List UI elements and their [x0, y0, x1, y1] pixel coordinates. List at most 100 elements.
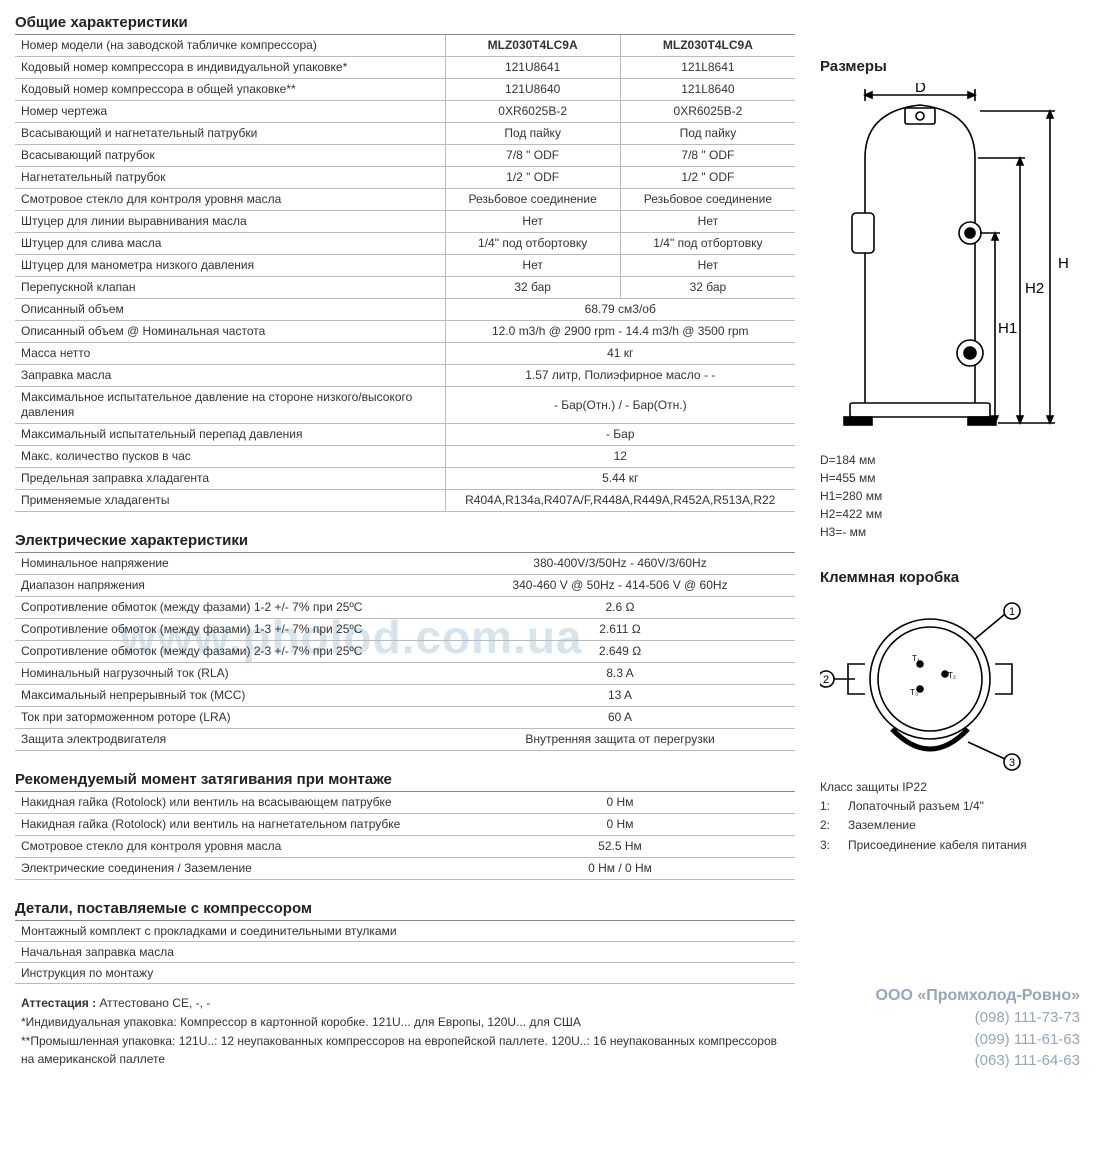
attestation-label: Аттестация : — [21, 996, 96, 1010]
spec-label: Описанный объем — [15, 299, 445, 321]
spec-label: Номер чертежа — [15, 101, 445, 123]
spec-value: Резьбовое соединение — [445, 189, 620, 211]
spec-label: Электрические соединения / Заземление — [15, 858, 445, 880]
spec-value: 7/8 " ODF — [445, 145, 620, 167]
spec-value: 12 — [445, 446, 795, 468]
spec-value: Нет — [620, 255, 795, 277]
spec-label: Макс. количество пусков в час — [15, 446, 445, 468]
spec-value: 32 бар — [445, 277, 620, 299]
footnote-1: *Индивидуальная упаковка: Компрессор в к… — [21, 1013, 789, 1031]
legend-row: 3:Присоединение кабеля питания — [820, 836, 1085, 855]
spec-label: Смотровое стекло для контроля уровня мас… — [15, 836, 445, 858]
spec-value: 0 Нм / 0 Нм — [445, 858, 795, 880]
spec-label: Номинальный нагрузочный ток (RLA) — [15, 663, 445, 685]
spec-value: 60 A — [445, 707, 795, 729]
spec-value: Нет — [620, 211, 795, 233]
spec-value: 5.44 кг — [445, 468, 795, 490]
spec-label: Кодовый номер компрессора в общей упаков… — [15, 79, 445, 101]
spec-value: 8.3 A — [445, 663, 795, 685]
spec-value: Нет — [445, 211, 620, 233]
ip-class: Класс защиты IP22 — [820, 778, 1085, 797]
legend-text: Заземление — [848, 816, 916, 835]
dimension-value: H2=422 мм — [820, 505, 1085, 523]
attestation-value: Аттестовано CE, -, - — [99, 996, 210, 1010]
svg-text:T₂: T₂ — [948, 671, 956, 680]
section-title-torque: Рекомендуемый момент затягивания при мон… — [15, 765, 795, 792]
legend-number: 1: — [820, 797, 848, 816]
dimension-value: H1=280 мм — [820, 487, 1085, 505]
legend-row: 2:Заземление — [820, 816, 1085, 835]
spec-label: Сопротивление обмоток (между фазами) 1-2… — [15, 597, 445, 619]
svg-text:1: 1 — [1009, 606, 1015, 618]
spec-label: Смотровое стекло для контроля уровня мас… — [15, 189, 445, 211]
electrical-table: Номинальное напряжение380-400V/3/50Hz - … — [15, 553, 795, 751]
terminal-box-legend: Класс защиты IP22 1:Лопаточный разъем 1/… — [820, 778, 1085, 855]
spec-label: Номинальное напряжение — [15, 553, 445, 575]
spec-value: 13 A — [445, 685, 795, 707]
spec-value: 1/2 " ODF — [620, 167, 795, 189]
spec-value: 0 Нм — [445, 792, 795, 814]
spec-label: Ток при заторможенном роторе (LRA) — [15, 707, 445, 729]
dimension-values: D=184 ммH=455 ммH1=280 ммH2=422 ммH3=- м… — [820, 451, 1085, 541]
spec-value: 2.6 Ω — [445, 597, 795, 619]
spec-label: Описанный объем @ Номинальная частота — [15, 321, 445, 343]
svg-text:2: 2 — [823, 674, 829, 686]
spec-value: 1/2 " ODF — [445, 167, 620, 189]
spec-value: 0 Нм — [445, 814, 795, 836]
legend-number: 2: — [820, 816, 848, 835]
svg-text:H1: H1 — [998, 320, 1017, 337]
dimension-value: H=455 мм — [820, 469, 1085, 487]
spec-label: Номер модели (на заводской табличке комп… — [15, 35, 445, 57]
spec-value: 0XR6025B-2 — [620, 101, 795, 123]
torque-table: Накидная гайка (Rotolock) или вентиль на… — [15, 792, 795, 880]
spec-label: Заправка масла — [15, 365, 445, 387]
spec-value: - Бар — [445, 424, 795, 446]
spec-value: 12.0 m3/h @ 2900 rpm - 14.4 m3/h @ 3500 … — [445, 321, 795, 343]
spec-value: 32 бар — [620, 277, 795, 299]
spec-value: 340-460 V @ 50Hz - 414-506 V @ 60Hz — [445, 575, 795, 597]
svg-text:T₃: T₃ — [910, 688, 918, 697]
spec-label: Предельная заправка хладагента — [15, 468, 445, 490]
spec-value: 121L8641 — [620, 57, 795, 79]
terminal-box-title: Клеммная коробка — [820, 569, 1085, 586]
spec-value: Под пайку — [445, 123, 620, 145]
spec-label: Сопротивление обмоток (между фазами) 2-3… — [15, 641, 445, 663]
spec-label: Штуцер для манометра низкого давления — [15, 255, 445, 277]
spec-label: Всасывающий патрубок — [15, 145, 445, 167]
section-title-general: Общие характеристики — [15, 8, 795, 35]
right-column: Размеры — [795, 8, 1085, 1069]
spec-label: Нагнетательный патрубок — [15, 167, 445, 189]
terminal-box-drawing: 1 2 3 T₁ T₂ T₃ — [820, 594, 1040, 774]
dimension-value: H3=- мм — [820, 523, 1085, 541]
legend-text: Присоединение кабеля питания — [848, 836, 1027, 855]
dimensions-title: Размеры — [820, 58, 1085, 75]
parts-list: Монтажный комплект с прокладками и соеди… — [15, 921, 795, 984]
spec-header: MLZ030T4LC9A — [620, 35, 795, 57]
spec-label: Перепускной клапан — [15, 277, 445, 299]
spec-header: MLZ030T4LC9A — [445, 35, 620, 57]
spec-label: Сопротивление обмоток (между фазами) 1-3… — [15, 619, 445, 641]
spec-label: Максимальное испытательное давление на с… — [15, 387, 445, 424]
spec-label: Всасывающий и нагнетательный патрубки — [15, 123, 445, 145]
general-table: Номер модели (на заводской табличке комп… — [15, 35, 795, 512]
parts-item: Монтажный комплект с прокладками и соеди… — [15, 921, 795, 942]
footnote-2: **Промышленная упаковка: 121U..: 12 неуп… — [21, 1032, 789, 1068]
svg-text:T₁: T₁ — [912, 654, 920, 663]
section-title-parts: Детали, поставляемые с компрессором — [15, 894, 795, 921]
spec-value: 2.611 Ω — [445, 619, 795, 641]
spec-label: Кодовый номер компрессора в индивидуальн… — [15, 57, 445, 79]
spec-value: 7/8 " ODF — [620, 145, 795, 167]
svg-text:3: 3 — [1009, 757, 1015, 769]
spec-label: Накидная гайка (Rotolock) или вентиль на… — [15, 814, 445, 836]
spec-value: - Бар(Отн.) / - Бар(Отн.) — [445, 387, 795, 424]
spec-value: 1/4" под отбортовку — [445, 233, 620, 255]
spec-value: Внутренняя защита от перегрузки — [445, 729, 795, 751]
spec-label: Штуцер для линии выравнивания масла — [15, 211, 445, 233]
legend-number: 3: — [820, 836, 848, 855]
parts-item: Инструкция по монтажу — [15, 963, 795, 984]
spec-value: 1/4" под отбортовку — [620, 233, 795, 255]
legend-text: Лопаточный разъем 1/4" — [848, 797, 984, 816]
spec-value: Под пайку — [620, 123, 795, 145]
left-column: Общие характеристики Номер модели (на за… — [15, 8, 795, 1069]
spec-value: 380-400V/3/50Hz - 460V/3/60Hz — [445, 553, 795, 575]
